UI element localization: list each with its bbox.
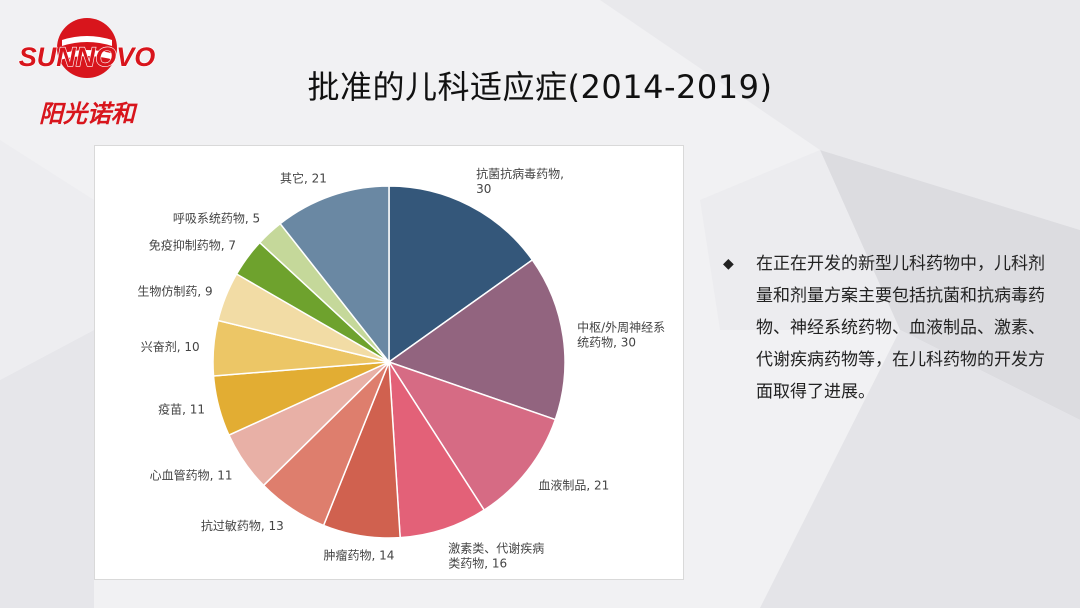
pie-label-line: 类药物, 16 — [448, 557, 507, 571]
pie-label-line: 抗菌抗病毒药物, — [476, 166, 564, 181]
diamond-bullet-icon: ◆ — [723, 256, 734, 272]
pie-label-line: 统药物, 30 — [577, 335, 636, 349]
pie-label-10: 免疫抑制药物, 7 — [149, 237, 236, 252]
pie-label-line: 其它, 21 — [280, 170, 327, 185]
pie-chart: 抗菌抗病毒药物, 30 中枢/外周神经系统药物, 30 血液制品, 21 激素类、代谢疾… — [137, 166, 665, 571]
pie-slice-12 — [279, 185, 390, 365]
pie-slice-1 — [387, 258, 566, 421]
pie-label-line: 疫苗, 11 — [158, 402, 205, 417]
sunnovo-logo: SUNNOVO 阳光诺和 — [18, 18, 156, 128]
pie-label-0: 抗菌抗病毒药物, 30 — [476, 166, 564, 196]
pie-label-3: 激素类、代谢疾病类药物, 16 — [448, 541, 544, 571]
pie-chart-card: 抗菌抗病毒药物, 30 中枢/外周神经系统药物, 30 血液制品, 21 激素类、代谢疾… — [94, 145, 684, 580]
pie-label-9: 生物仿制药, 9 — [137, 284, 212, 298]
pie-label-12: 其它, 21 — [280, 170, 327, 185]
logo-chinese-text: 阳光诺和 — [39, 99, 138, 128]
pie-label-11: 呼吸系统药物, 5 — [173, 211, 260, 225]
pie-label-1: 中枢/外周神经系统药物, 30 — [577, 319, 665, 349]
pie-label-7: 疫苗, 11 — [158, 402, 205, 417]
pie-slice-3 — [388, 359, 486, 539]
pie-label-8: 兴奋剂, 10 — [141, 339, 200, 354]
pie-label-line: 激素类、代谢疾病 — [448, 541, 544, 556]
pie-label-line: 血液制品, 21 — [538, 477, 609, 492]
pie-label-5: 抗过敏药物, 13 — [201, 518, 284, 533]
bullet-text: 在正在开发的新型儿科药物中，儿科剂量和剂量方案主要包括抗菌和抗病毒药物、神经系统… — [756, 254, 1045, 402]
pie-label-line: 30 — [476, 182, 491, 196]
pie-slice-0 — [388, 185, 534, 364]
pie-label-2: 血液制品, 21 — [538, 477, 609, 492]
pie-label-line: 抗过敏药物, 13 — [201, 518, 284, 533]
logo-brand-text: SUNNOVO — [19, 42, 156, 72]
pie-label-line: 兴奋剂, 10 — [141, 339, 200, 354]
pie-label-6: 心血管药物, 11 — [150, 468, 233, 483]
pie-label-line: 心血管药物, 11 — [150, 468, 233, 483]
pie-label-line: 免疫抑制药物, 7 — [149, 237, 236, 252]
slide-title: 批准的儿科适应症(2014-2019) — [307, 68, 773, 106]
pie-label-4: 肿瘤药物, 14 — [324, 548, 395, 563]
pie-label-line: 肿瘤药物, 14 — [324, 548, 395, 563]
pie-label-line: 呼吸系统药物, 5 — [173, 211, 260, 225]
pie-label-line: 中枢/外周神经系 — [577, 319, 665, 334]
pie-label-line: 生物仿制药, 9 — [137, 284, 212, 298]
pie-slice-2 — [387, 360, 557, 512]
